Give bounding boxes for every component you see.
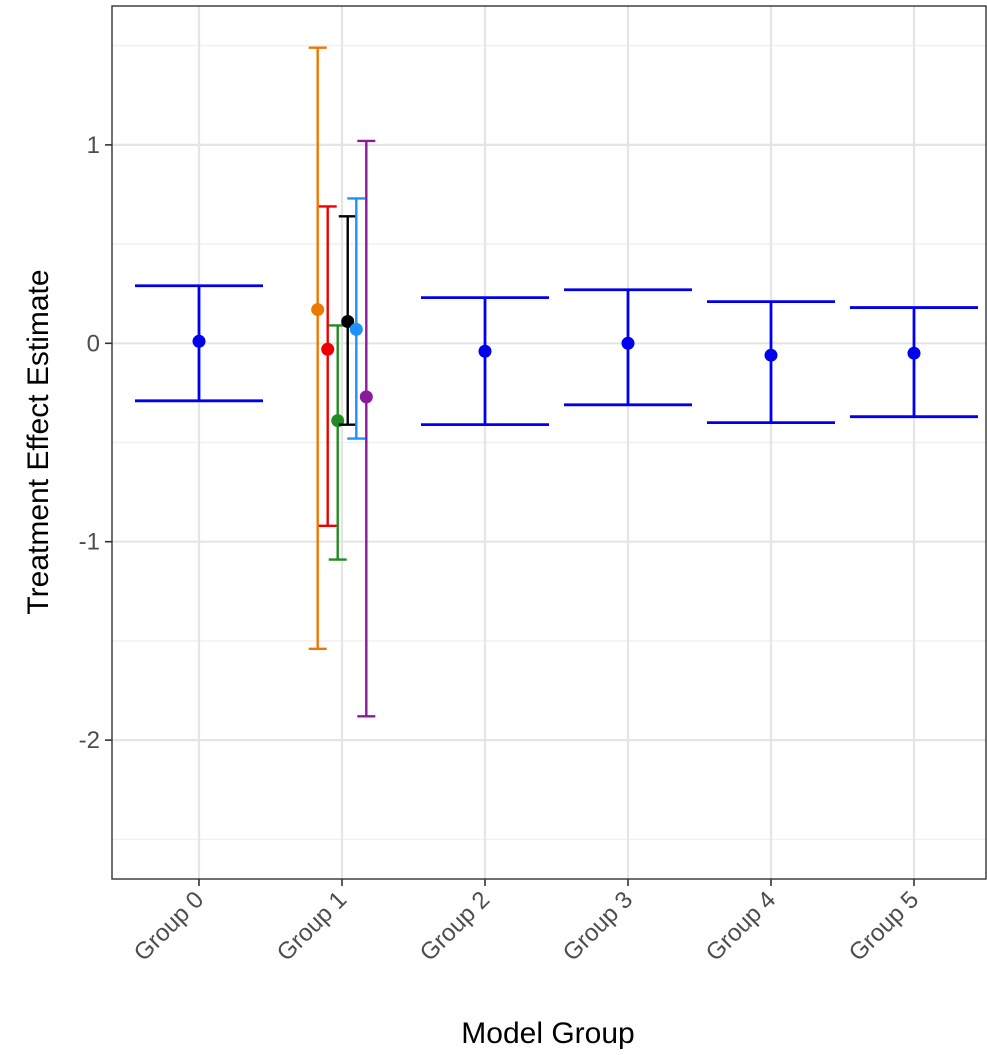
x-axis-title: Model Group bbox=[461, 1017, 634, 1050]
x-tick-label: Group 0 bbox=[129, 886, 209, 966]
error-bars bbox=[135, 46, 978, 718]
x-tick-label: Group 1 bbox=[272, 886, 352, 966]
errorbar-group-1 bbox=[308, 46, 327, 651]
x-tick-label: Group 2 bbox=[415, 886, 495, 966]
estimate-point bbox=[321, 342, 335, 356]
estimate-point bbox=[907, 346, 921, 360]
errorbar-group-3 bbox=[564, 288, 692, 407]
errorbar-group-1 bbox=[338, 215, 357, 426]
y-tick-label: -2 bbox=[79, 727, 100, 754]
errorbar-group-1 bbox=[357, 139, 376, 718]
errorbar-group-0 bbox=[135, 284, 263, 403]
x-tick-label: Group 5 bbox=[844, 886, 924, 966]
estimate-point bbox=[764, 348, 778, 362]
estimate-point bbox=[341, 314, 355, 328]
y-tick-label: 0 bbox=[87, 330, 100, 357]
x-tick-label: Group 4 bbox=[701, 886, 781, 966]
y-tick-label: -1 bbox=[79, 529, 100, 556]
plot-border bbox=[111, 5, 987, 880]
y-axis-title: Treatment Effect Estimate bbox=[22, 269, 55, 614]
errorbar-group-2 bbox=[421, 296, 549, 427]
estimate-point bbox=[359, 390, 373, 404]
y-tick-label: 1 bbox=[87, 132, 100, 159]
errorbar-group-1 bbox=[347, 197, 366, 440]
errorbar-group-1 bbox=[318, 205, 337, 528]
estimate-point bbox=[478, 344, 492, 358]
errorbar-group-5 bbox=[850, 306, 978, 419]
errorbar-group-4 bbox=[707, 300, 835, 425]
estimate-point bbox=[311, 303, 325, 317]
estimate-point bbox=[621, 336, 635, 350]
x-tick-label: Group 3 bbox=[558, 886, 638, 966]
estimate-point bbox=[349, 322, 363, 336]
estimate-point bbox=[192, 334, 206, 348]
grid bbox=[112, 6, 986, 879]
